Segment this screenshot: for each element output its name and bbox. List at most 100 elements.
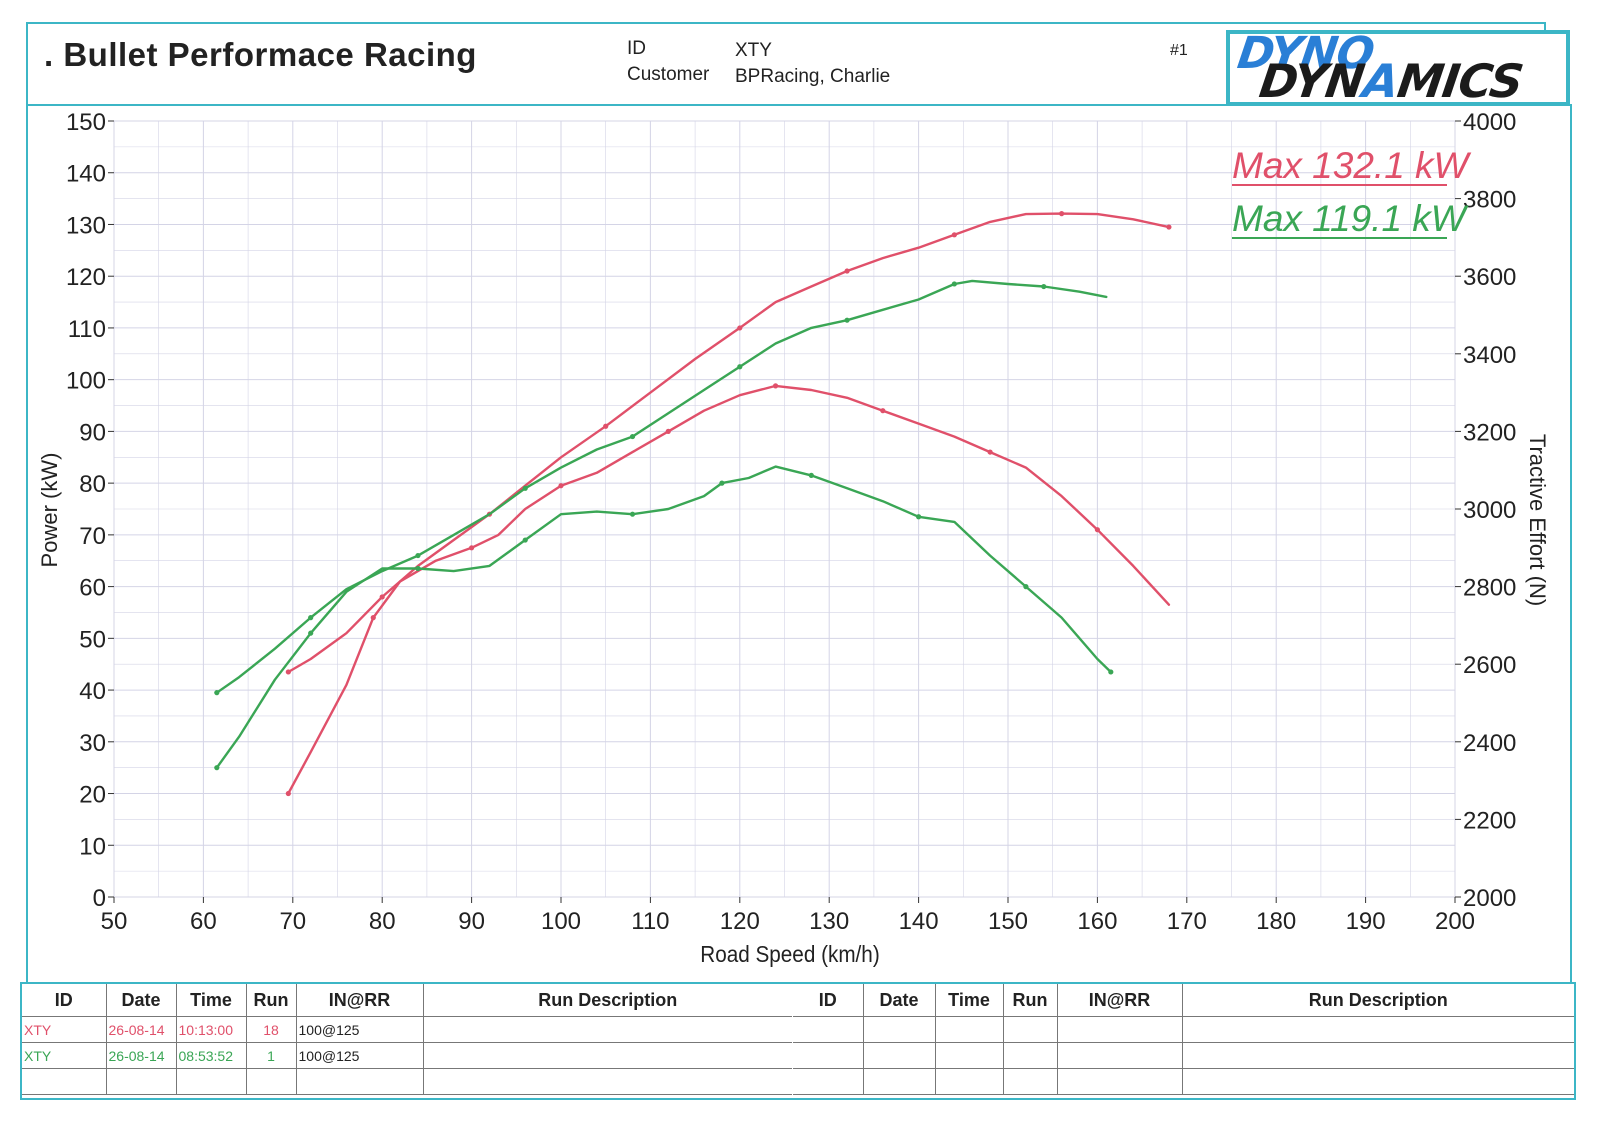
x-tick-label: 100 [541,908,581,935]
y2-tick-label: 2600 [1463,652,1516,679]
data-point-red-tractive [285,790,291,797]
empty-cell [1057,1016,1183,1043]
col-header-id: ID [22,984,107,1017]
data-point-red-power [844,268,850,274]
table-row: XTY 26-08-14 10:13:00 18 100@125 [22,1016,792,1043]
y-axis-label: Power (kW) [37,453,62,568]
run-table-left: ID Date Time Run IN@RR Run Description X… [22,984,792,1095]
run-table-right: ID Date Time Run IN@RR Run Description [793,984,1574,1095]
data-point-red-tractive [370,615,376,621]
empty-cell [1057,1042,1183,1069]
x-tick-label: 180 [1256,908,1296,935]
empty-cell [1182,1016,1574,1043]
y-tick-label: 60 [79,575,106,602]
empty-cell [863,1016,936,1043]
y-tick-label: 100 [66,368,106,395]
x-tick-label: 70 [279,908,306,935]
data-point-green-tractive [1108,669,1114,675]
x-tick-label: 60 [190,908,217,935]
y-tick-label: 90 [79,419,106,446]
y-tick-label: 140 [66,161,106,188]
x-axis-ticks: 50 60 70 80 90 100 110 120 130 140 150 160 170 180 190… [101,897,1475,935]
empty-cell [935,1042,1004,1069]
data-point-green-power [1041,283,1047,290]
table-row: XTY 26-08-14 08:53:52 1 100@125 [22,1042,792,1069]
data-point-green-tractive [415,565,421,572]
data-point-green-power [629,433,636,440]
series-line-green-tractive [215,465,1113,769]
row-time: 10:13:00 [176,1016,247,1043]
data-point-green-power [522,485,528,491]
col-header-run-description: Run Description [1182,984,1574,1017]
data-point-red-power [1059,211,1065,217]
y2-axis-ticks: 2000 2200 2400 2600 2800 3000 3200 3400 3600 3800… [1455,109,1516,912]
empty-cell [1182,1042,1574,1069]
x-tick-label: 90 [458,908,485,935]
page-tag: #1 [1170,42,1188,59]
id-value: XTY [735,40,772,61]
x-tick-label: 80 [369,908,396,935]
run-table-header: ID Date Time Run IN@RR Run Description [793,984,1574,1017]
annotation-max-green: Max 119.1 kW [1232,198,1469,239]
id-label: ID [627,38,646,59]
data-point-green-tractive [916,514,922,520]
x-tick-label: 200 [1435,908,1475,935]
empty-cell [1003,1042,1058,1069]
row-id: XTY [22,1016,107,1043]
y2-axis-label: Tractive Effort (N) [1525,434,1550,606]
y-tick-label: 150 [66,109,106,136]
row-date: 26-08-14 [106,1042,177,1069]
row-id: XTY [22,1042,107,1069]
y-tick-label: 70 [79,523,106,550]
row-inrr: 100@125 [296,1016,424,1043]
data-point-green-power [844,317,850,323]
table-frame [20,982,1576,1100]
data-point-green-tractive [808,472,814,478]
y2-tick-label: 3600 [1463,264,1516,291]
row-run: 1 [246,1042,297,1069]
col-header-inrr: IN@RR [296,984,424,1017]
y-tick-label: 30 [79,730,106,757]
run-table-header: ID Date Time Run IN@RR Run Description [22,984,792,1017]
y-tick-label: 10 [79,833,106,860]
row-time: 08:53:52 [176,1042,247,1069]
x-tick-label: 140 [899,908,939,935]
col-header-time: Time [935,984,1004,1017]
series-line-red-power [287,212,1171,674]
data-point-red-tractive [987,449,993,455]
y-tick-label: 50 [79,626,106,653]
data-point-green-power [308,615,314,621]
col-header-time: Time [176,984,247,1017]
table-row-empty [793,1068,1574,1095]
y2-tick-label: 3000 [1463,497,1516,524]
data-point-green-tractive [214,765,220,771]
page-title: . Bullet Performace Racing [44,36,477,73]
table-row-empty [793,1042,1574,1069]
data-point-red-power [737,325,743,331]
x-tick-label: 120 [720,908,760,935]
empty-cell [935,1068,1004,1095]
data-point-red-tractive [469,545,475,551]
empty-cell [22,1068,107,1095]
series-line-red-tractive [287,384,1171,795]
customer-value: BPRacing, Charlie [735,66,891,87]
data-point-red-tractive [558,483,564,489]
data-point-red-tractive [880,408,886,414]
empty-cell [1182,1068,1574,1095]
x-tick-label: 110 [631,908,669,935]
empty-cell [1003,1068,1058,1095]
y2-tick-label: 3800 [1463,187,1516,214]
data-point-green-power [214,690,220,696]
row-date: 26-08-14 [106,1016,177,1043]
empty-cell [296,1068,424,1095]
x-axis-label: Road Speed (km/h) [700,941,879,967]
data-point-red-power [951,232,957,238]
data-point-red-power [603,423,609,429]
empty-cell [793,1016,864,1043]
y-tick-label: 0 [93,885,106,912]
series-lines [214,211,1172,797]
y-tick-label: 130 [66,212,106,239]
y-tick-label: 110 [68,316,106,343]
